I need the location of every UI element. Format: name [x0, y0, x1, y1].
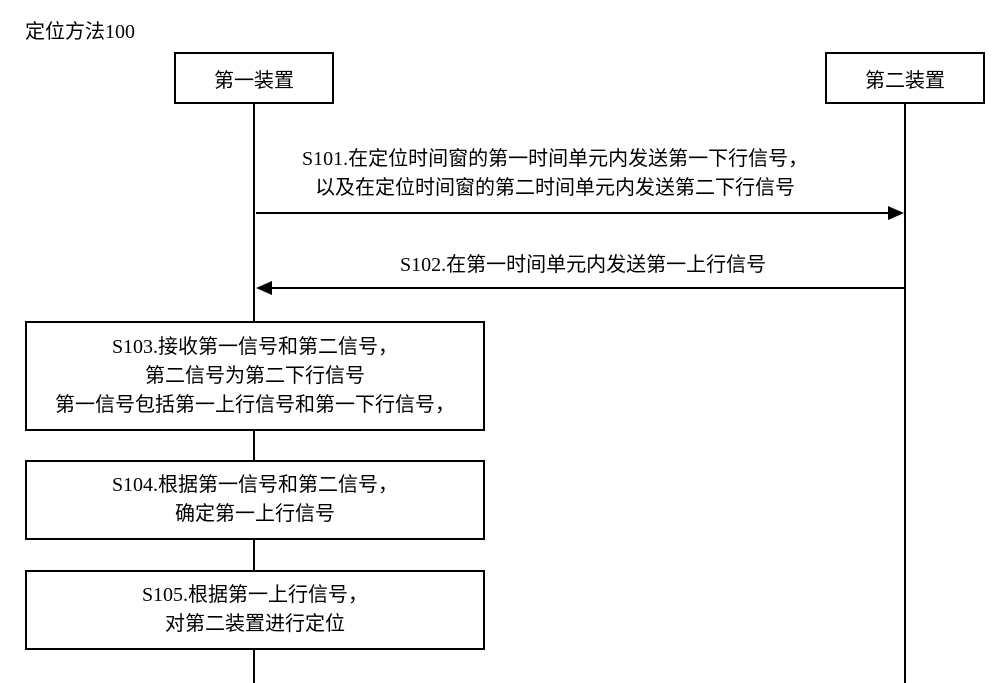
step-text-s104: S104.根据第一信号和第二信号，确定第一上行信号 — [112, 471, 398, 529]
participant-label-1: 第一装置 — [214, 64, 294, 93]
step-box-s103: S103.接收第一信号和第二信号，第二信号为第二下行信号第一信号包括第一上行信号… — [25, 321, 485, 431]
step-box-s105: S105.根据第一上行信号，对第二装置进行定位 — [25, 570, 485, 650]
step-text-s103: S103.接收第一信号和第二信号，第二信号为第二下行信号第一信号包括第一上行信号… — [55, 333, 455, 420]
participant-box-2: 第二装置 — [825, 52, 985, 104]
participant-box-1: 第一装置 — [174, 52, 334, 104]
message-arrow-head-s102 — [256, 281, 272, 295]
message-label-s102: S102.在第一时间单元内发送第一上行信号 — [400, 251, 766, 280]
message-arrow-line-s102 — [270, 287, 904, 289]
lifeline-2 — [904, 104, 906, 683]
message-label-s101: S101.在定位时间窗的第一时间单元内发送第一下行信号， 以及在定位时间窗的第二… — [302, 145, 808, 203]
message-arrow-head-s101 — [888, 206, 904, 220]
step-box-s104: S104.根据第一信号和第二信号，确定第一上行信号 — [25, 460, 485, 540]
participant-label-2: 第二装置 — [865, 64, 945, 93]
diagram-title: 定位方法100 — [25, 15, 135, 44]
message-arrow-line-s101 — [256, 212, 890, 214]
step-text-s105: S105.根据第一上行信号，对第二装置进行定位 — [142, 581, 368, 639]
